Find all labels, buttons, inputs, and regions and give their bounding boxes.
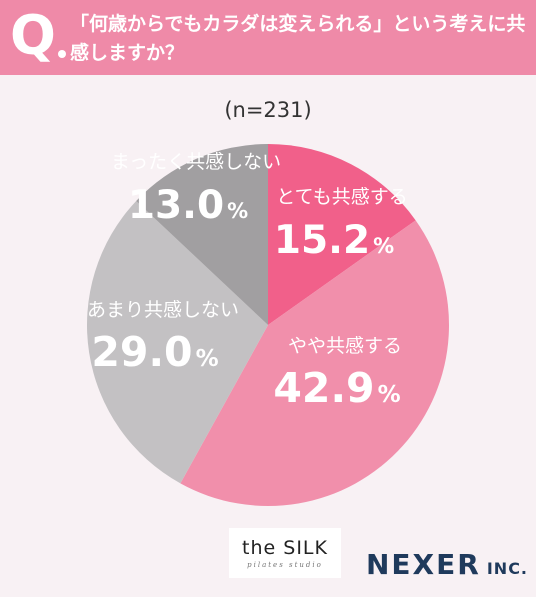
nexer-logo: NEXER INC. bbox=[366, 548, 528, 581]
pie-slice bbox=[180, 220, 449, 506]
nexer-logo-suffix: INC. bbox=[486, 559, 529, 578]
the-silk-logo-subtext: pilates studio bbox=[247, 561, 323, 569]
slice-label: まったく共感しない bbox=[111, 151, 281, 173]
pie-slice bbox=[87, 200, 268, 484]
nexer-logo-text: NEXER bbox=[366, 548, 481, 581]
q-dot bbox=[58, 50, 66, 58]
slice-value-label: 29.0% bbox=[91, 328, 218, 376]
question-text: 「何歳からでもカラダは変えられる」という考えに共感しますか？ bbox=[70, 13, 526, 64]
the-silk-logo-text: the SILK bbox=[242, 537, 328, 559]
slice-label: とても共感する bbox=[276, 186, 407, 208]
pie-slice bbox=[136, 144, 268, 325]
slice-value-label: 42.9% bbox=[273, 364, 400, 412]
slice-value-label: 13.0% bbox=[128, 183, 248, 228]
question-header: Q 「何歳からでもカラダは変えられる」という考えに共感しますか？ bbox=[0, 0, 536, 75]
slice-value-label: 15.2% bbox=[274, 218, 394, 263]
pie-slice bbox=[268, 144, 416, 325]
slice-label: やや共感する bbox=[288, 335, 402, 357]
slice-label: あまり共感しない bbox=[87, 299, 239, 321]
q-mark: Q bbox=[10, 4, 56, 67]
sample-size: (n=231) bbox=[224, 98, 312, 122]
the-silk-logo: the SILK pilates studio bbox=[229, 528, 341, 578]
